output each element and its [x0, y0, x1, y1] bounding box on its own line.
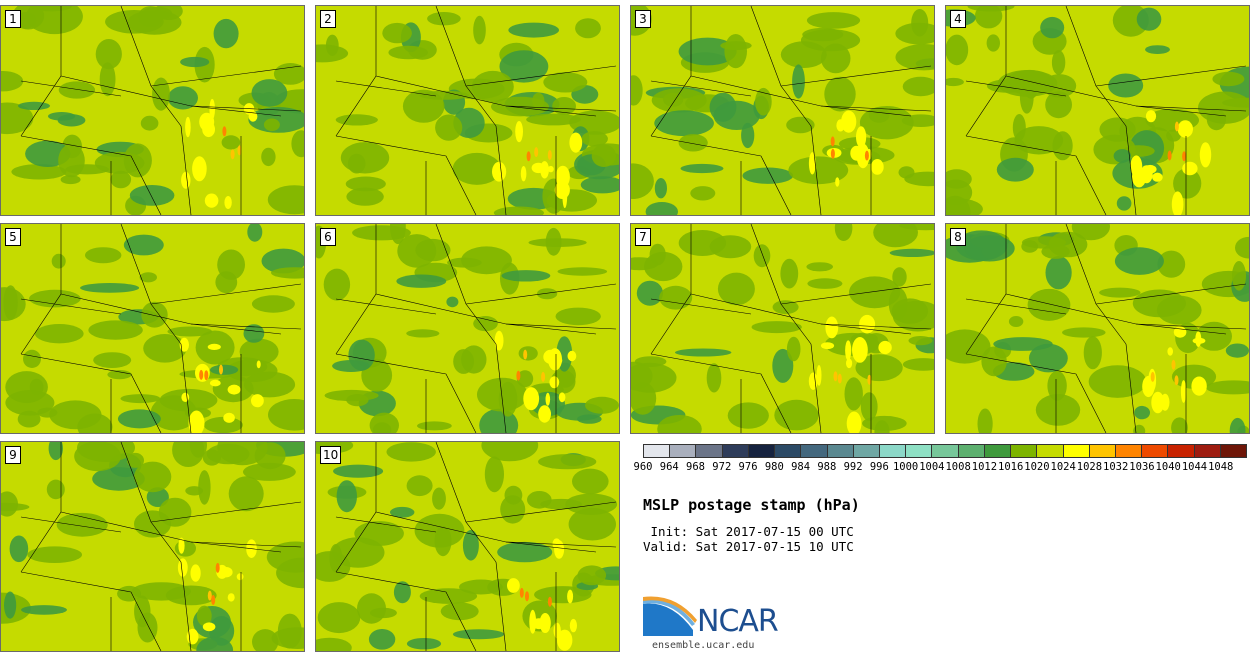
- colorbar-tick-label: 992: [843, 461, 863, 473]
- colorbar-tick-label: 968: [686, 461, 705, 473]
- colorbar-tick-label: 1040: [1155, 461, 1181, 473]
- member-panel-5: 5: [0, 223, 305, 434]
- colorbar-tick-label: 1016: [997, 461, 1024, 473]
- member-panel-8: 8: [945, 223, 1250, 434]
- member-panel-4: 4: [945, 5, 1250, 216]
- mslp-field: [316, 6, 619, 215]
- mslp-field: [946, 6, 1249, 215]
- colorbar-tick-label: 980: [764, 461, 784, 473]
- colorbar-tick-label: 972: [712, 461, 732, 473]
- colorbar-tick-label: 988: [817, 461, 837, 473]
- member-label: 10: [320, 446, 342, 464]
- colorbar-tick-label: 976: [738, 461, 758, 473]
- colorbar-segment: [1194, 445, 1221, 457]
- mslp-field: [946, 224, 1249, 433]
- colorbar-tick-label: 984: [791, 461, 811, 473]
- ncar-logo-text: NCAR: [697, 604, 779, 639]
- colorbar-segment: [1220, 445, 1247, 457]
- member-panel-10: 10: [315, 441, 620, 652]
- member-panel-6: 6: [315, 223, 620, 434]
- colorbar-segment: [906, 445, 933, 457]
- colorbar-tick-label: 1012: [971, 461, 998, 473]
- colorbar-segment: [827, 445, 854, 457]
- member-label: 4: [950, 10, 966, 28]
- colorbar-segment: [1168, 445, 1195, 457]
- colorbar-tick-label: 1008: [945, 461, 971, 473]
- member-label: 8: [950, 228, 966, 246]
- colorbar-tick-label: 1004: [919, 461, 945, 473]
- colorbar-segment: [853, 445, 880, 457]
- colorbar-tick-label: 1000: [892, 461, 919, 473]
- colorbar-tick-label: 996: [869, 461, 889, 473]
- member-panel-2: 2: [315, 5, 620, 216]
- member-label: 2: [320, 10, 336, 28]
- colorbar-segment: [748, 445, 776, 457]
- mslp-field: [1, 442, 304, 651]
- colorbar-tick-label: 1048: [1208, 461, 1234, 473]
- member-label: 1: [5, 10, 21, 28]
- colorbar-segment: [670, 445, 697, 457]
- colorbar-tick-label: 1020: [1024, 461, 1050, 473]
- member-panel-3: 3: [630, 5, 935, 216]
- colorbar-tick-label: 964: [659, 461, 679, 473]
- colorbar-segment: [801, 445, 828, 457]
- colorbar-segment: [722, 445, 749, 457]
- member-label: 7: [635, 228, 651, 246]
- colorbar-segment: [1089, 445, 1116, 457]
- colorbar-tick-label: 1044: [1181, 461, 1208, 473]
- colorbar-tick-label: 1032: [1103, 461, 1129, 473]
- ncar-logo-icon: [643, 596, 697, 636]
- colorbar-tick-labels: 960 964 968 972 976 980 984 988 992 996 1000 1004 10…: [634, 461, 1247, 475]
- member-panel-7: 7: [630, 223, 935, 434]
- member-label: 6: [320, 228, 336, 246]
- mslp-field: [1, 224, 304, 433]
- source-url: ensemble.ucar.edu: [652, 640, 755, 651]
- member-label: 3: [635, 10, 651, 28]
- colorbar-tick-label: 1036: [1129, 461, 1155, 473]
- colorbar-segment: [1142, 445, 1169, 457]
- colorbar-segment: [1011, 445, 1038, 457]
- colorbar-segment: [1063, 445, 1090, 457]
- colorbar: [643, 444, 1247, 458]
- colorbar-segment: [1037, 445, 1064, 457]
- member-panel-1: 1: [0, 5, 305, 216]
- mslp-field: [1, 6, 304, 215]
- colorbar-tick-label: 1028: [1076, 461, 1103, 473]
- mslp-field: [631, 224, 934, 433]
- colorbar-tick-label: 1024: [1050, 461, 1076, 473]
- member-label: 9: [5, 446, 21, 464]
- mslp-field: [631, 6, 934, 215]
- init-time: Init: Sat 2017-07-15 00 UTC: [643, 524, 854, 539]
- member-label: 5: [5, 228, 21, 246]
- mslp-field: [316, 442, 619, 651]
- colorbar-segment: [932, 445, 959, 457]
- chart-title: MSLP postage stamp (hPa): [643, 496, 860, 514]
- colorbar-segment: [879, 445, 907, 457]
- colorbar-segment: [775, 445, 802, 457]
- mslp-field: [316, 224, 619, 433]
- colorbar-segment: [984, 445, 1012, 457]
- colorbar-segment: [696, 445, 723, 457]
- colorbar-segment: [1115, 445, 1143, 457]
- member-panel-9: 9: [0, 441, 305, 652]
- colorbar-segment: [958, 445, 985, 457]
- colorbar-tick-label: 960: [633, 461, 653, 473]
- colorbar-segment: [644, 445, 671, 457]
- valid-time: Valid: Sat 2017-07-15 10 UTC: [643, 539, 854, 554]
